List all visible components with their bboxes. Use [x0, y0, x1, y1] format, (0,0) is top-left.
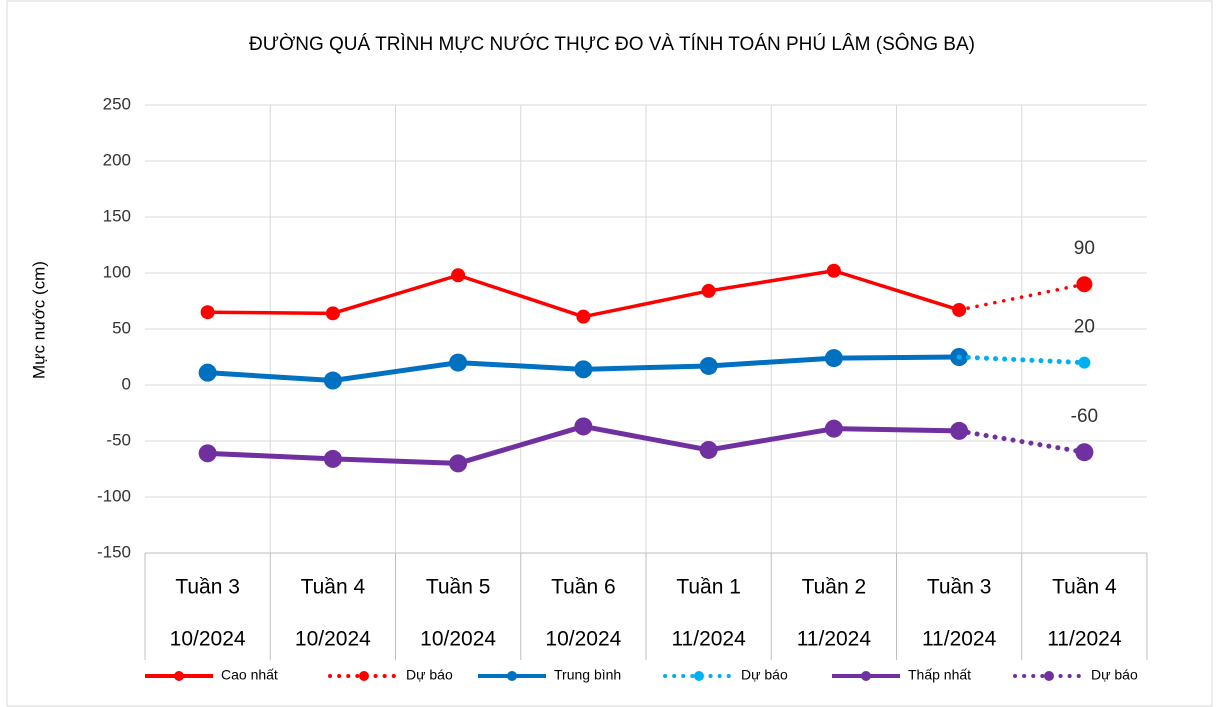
- marker: [576, 309, 591, 324]
- x-group-label: 10/2024: [295, 628, 371, 651]
- data-label: -60: [1071, 406, 1098, 427]
- x-group-label: 11/2024: [797, 628, 872, 651]
- marker: [574, 417, 593, 436]
- x-tick-label: Tuần 3: [175, 576, 240, 599]
- legend-marker: [174, 671, 184, 681]
- legend-marker: [1044, 671, 1054, 681]
- x-tick-label: Tuần 5: [426, 576, 491, 599]
- marker: [701, 283, 716, 298]
- y-tick-label: -50: [106, 430, 131, 449]
- marker: [699, 440, 718, 459]
- y-tick-label: 200: [103, 150, 131, 169]
- marker: [198, 363, 217, 382]
- y-tick-label: 0: [122, 374, 131, 393]
- y-tick-label: 100: [103, 262, 131, 281]
- x-tick-label: Tuần 4: [1052, 576, 1117, 599]
- legend-label: Dự báo: [1091, 667, 1138, 683]
- x-tick-label: Tuần 4: [301, 576, 366, 599]
- marker: [1078, 356, 1091, 369]
- x-group-label: 11/2024: [671, 628, 746, 651]
- x-group-label: 11/2024: [1047, 628, 1122, 651]
- legend-label: Dự báo: [406, 667, 453, 683]
- marker: [824, 419, 843, 438]
- x-group-label: 11/2024: [922, 628, 997, 651]
- marker: [200, 305, 215, 320]
- y-tick-label: 250: [103, 94, 131, 113]
- series-line: [956, 354, 1087, 366]
- x-group-label: 10/2024: [545, 628, 621, 651]
- legend-marker: [694, 671, 704, 681]
- x-tick-label: Tuần 1: [676, 576, 741, 599]
- legend-label: Thấp nhất: [908, 667, 971, 683]
- marker: [449, 454, 468, 473]
- legend-marker: [359, 671, 369, 681]
- x-tick-label: Tuần 3: [927, 576, 992, 599]
- marker: [699, 356, 718, 375]
- x-tick-label: Tuần 2: [802, 576, 867, 599]
- series-line: [957, 282, 1087, 312]
- chart-frame: [6, 0, 1213, 707]
- chart-title: ĐƯỜNG QUÁ TRÌNH MỰC NƯỚC THỰC ĐO VÀ TÍNH…: [249, 33, 975, 55]
- marker: [323, 371, 342, 390]
- x-tick-label: Tuần 6: [551, 576, 616, 599]
- marker: [1076, 276, 1093, 293]
- marker: [451, 268, 466, 283]
- y-tick-label: 150: [103, 206, 131, 225]
- x-group-label: 10/2024: [170, 628, 246, 651]
- x-group-label: 10/2024: [420, 628, 496, 651]
- marker: [826, 263, 841, 278]
- y-tick-label: -150: [97, 542, 131, 561]
- legend-marker: [507, 671, 517, 681]
- legend-label: Cao nhất: [221, 667, 278, 683]
- legend-label: Dự báo: [741, 667, 788, 683]
- marker: [198, 444, 217, 463]
- data-label: 20: [1074, 317, 1095, 338]
- series-line: [956, 428, 1087, 455]
- y-tick-label: 50: [112, 318, 131, 337]
- marker: [824, 349, 843, 368]
- legend-marker: [861, 671, 871, 681]
- marker: [574, 360, 593, 379]
- data-label: 90: [1074, 238, 1095, 259]
- marker: [449, 353, 468, 372]
- y-tick-label: -100: [97, 486, 131, 505]
- marker: [323, 449, 342, 468]
- marker: [1075, 443, 1094, 462]
- marker: [325, 306, 340, 321]
- y-axis-title: Mực nước (cm): [29, 261, 48, 379]
- legend-label: Trung bình: [554, 667, 621, 683]
